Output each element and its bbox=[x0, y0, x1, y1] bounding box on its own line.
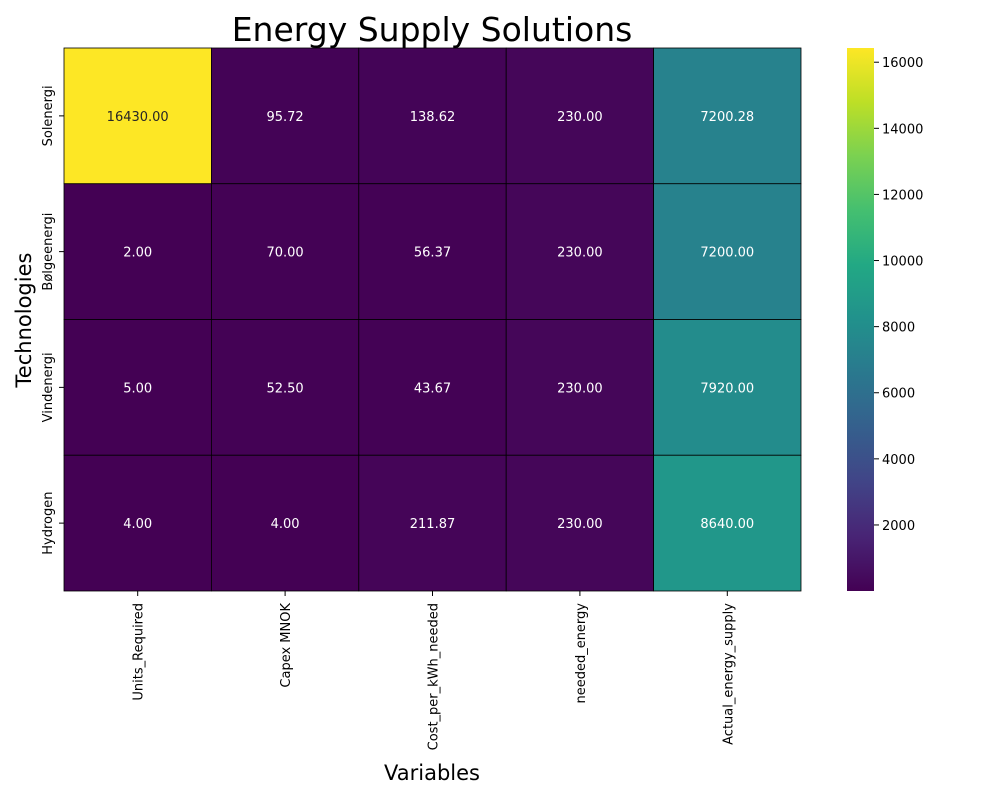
cell-value-label: 230.00 bbox=[557, 517, 603, 532]
cell-value-label: 5.00 bbox=[123, 381, 152, 396]
cell-value-label: 211.87 bbox=[410, 517, 456, 532]
colorbar-tick-label: 2000 bbox=[882, 519, 915, 534]
colorbar: 2000 4000 6000 8000 10000 12000 14000 16000 bbox=[847, 48, 923, 591]
x-tick-label: needed_energy bbox=[574, 603, 589, 704]
heatmap-cell bbox=[505, 47, 655, 185]
x-tick-label: Cost_per_kWh_needed bbox=[427, 603, 442, 750]
colorbar-tick-label: 14000 bbox=[882, 122, 923, 137]
x-axis-ticks: Units_Required Capex MNOK Cost_per_kWh_nee… bbox=[132, 591, 736, 750]
cell-value-label: 52.50 bbox=[266, 381, 303, 396]
heatmap-cell bbox=[505, 454, 655, 592]
heatmap-cell bbox=[653, 319, 802, 456]
cell-value-label: 7200.28 bbox=[700, 110, 754, 125]
cell-value-label: 2.00 bbox=[123, 246, 152, 261]
heatmap-cell bbox=[358, 319, 507, 456]
cell-value-label: 230.00 bbox=[557, 246, 603, 261]
colorbar-tick-label: 16000 bbox=[882, 56, 923, 71]
heatmap-cell bbox=[63, 183, 212, 320]
heatmap-cell bbox=[210, 47, 360, 185]
y-tick-label: Solenergi bbox=[41, 85, 56, 146]
colorbar-tick-label: 6000 bbox=[882, 387, 915, 402]
heatmap-cell bbox=[210, 454, 360, 592]
y-tick-label: Hydrogen bbox=[41, 492, 56, 555]
cell-value-label: 7920.00 bbox=[700, 381, 754, 396]
y-axis-label: Technologies bbox=[12, 253, 36, 389]
y-axis-ticks: Solenergi Bølgeenergi Vindenergi Hydrogen bbox=[41, 85, 64, 555]
cell-value-label: 95.72 bbox=[266, 110, 303, 125]
x-axis-label: Variables bbox=[384, 761, 480, 785]
chart-title: Energy Supply Solutions bbox=[232, 10, 633, 49]
heatmap-cell bbox=[358, 454, 507, 592]
cell-value-label: 56.37 bbox=[414, 246, 451, 261]
cell-value-label: 70.00 bbox=[266, 246, 303, 261]
heatmap-cell bbox=[210, 183, 360, 320]
cell-value-label: 8640.00 bbox=[700, 517, 754, 532]
cell-value-label: 138.62 bbox=[410, 110, 456, 125]
colorbar-tick-label: 4000 bbox=[882, 453, 915, 468]
x-tick-label: Actual_energy_supply bbox=[721, 603, 736, 745]
cell-value-label: 4.00 bbox=[271, 517, 300, 532]
heatmap-cells: 16430.00 95.72 138.62 230.00 7200.28 2.00 70.0… bbox=[63, 47, 802, 592]
colorbar-tick-label: 12000 bbox=[882, 188, 923, 203]
x-tick-label: Capex MNOK bbox=[279, 603, 294, 688]
heatmap-cell bbox=[63, 47, 212, 185]
cell-value-label: 230.00 bbox=[557, 381, 603, 396]
heatmap-cell bbox=[358, 183, 507, 320]
heatmap-cell bbox=[210, 319, 360, 456]
colorbar-tick-label: 8000 bbox=[882, 321, 915, 336]
x-tick-label: Units_Required bbox=[132, 603, 147, 701]
cell-value-label: 230.00 bbox=[557, 110, 603, 125]
colorbar-tick-label: 10000 bbox=[882, 255, 923, 270]
heatmap-cell bbox=[653, 183, 802, 320]
heatmap-cell bbox=[358, 47, 507, 185]
heatmap-cell bbox=[505, 319, 655, 456]
cell-value-label: 43.67 bbox=[414, 381, 451, 396]
y-tick-label: Vindenergi bbox=[41, 352, 56, 422]
heatmap-cell bbox=[653, 47, 802, 185]
colorbar-gradient bbox=[847, 48, 874, 591]
cell-value-label: 7200.00 bbox=[700, 246, 754, 261]
cell-value-label: 16430.00 bbox=[107, 110, 169, 125]
y-tick-label: Bølgeenergi bbox=[41, 213, 56, 291]
cell-value-label: 4.00 bbox=[123, 517, 152, 532]
heatmap-cell bbox=[653, 454, 802, 592]
